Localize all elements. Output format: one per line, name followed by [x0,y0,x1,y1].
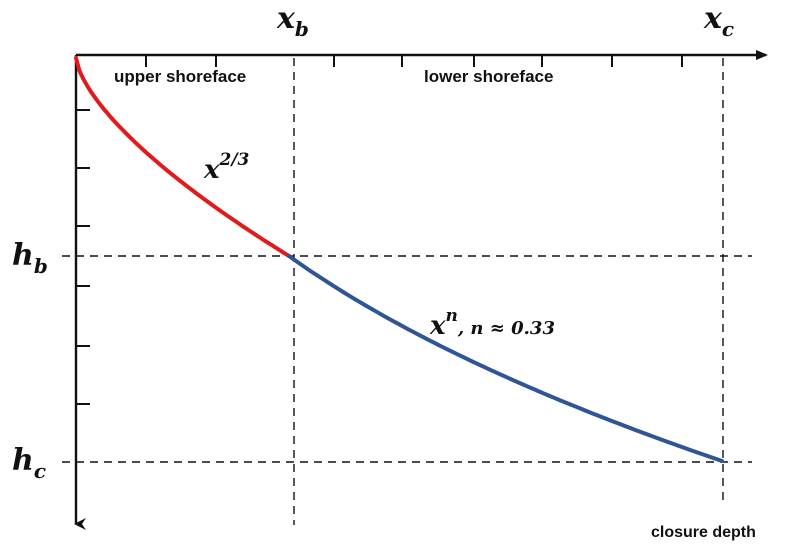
closure-depth-label: closure depth [651,524,756,541]
xb-label: xb [276,1,309,41]
xc-label: xc [703,1,734,41]
upper-profile-curve [74,56,291,258]
upper-shoreface-label: upper shoreface [114,67,246,86]
vertical-axis-ticks [76,109,90,405]
upper-curve-equation: x2/3 [203,150,250,185]
hc-label: hc [12,443,46,483]
lower-profile-curve [287,254,724,463]
hb-label: hb [12,238,48,278]
lower-shoreface-label: lower shoreface [424,67,553,86]
horizontal-axis-ticks [145,55,683,67]
lower-curve-equation: xn, n ≈ 0.33 [429,306,555,341]
